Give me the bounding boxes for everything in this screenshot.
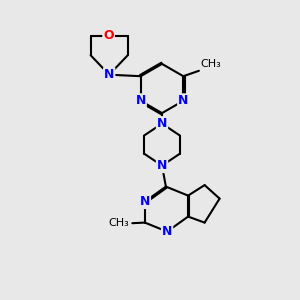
- Text: N: N: [104, 68, 114, 81]
- Text: CH₃: CH₃: [109, 218, 129, 228]
- Text: N: N: [157, 117, 167, 130]
- Text: CH₃: CH₃: [200, 59, 221, 69]
- Text: N: N: [157, 159, 167, 172]
- Text: O: O: [103, 29, 114, 42]
- Text: N: N: [178, 94, 188, 107]
- Text: N: N: [136, 94, 146, 107]
- Text: N: N: [140, 195, 150, 208]
- Text: N: N: [162, 225, 172, 238]
